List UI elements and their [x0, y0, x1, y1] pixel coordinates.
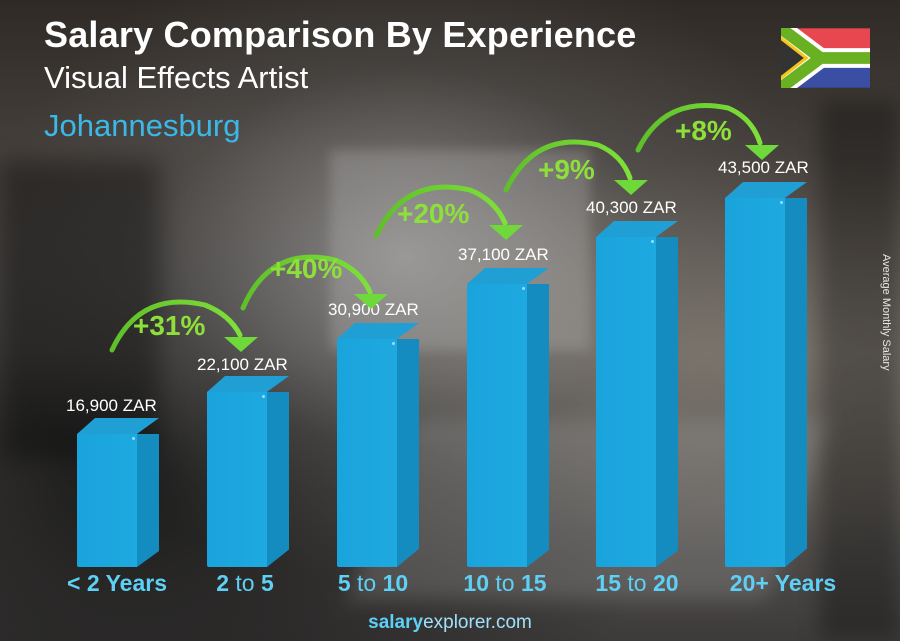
increase-badge: +40%	[270, 253, 343, 284]
value-label: 37,100 ZAR	[458, 245, 549, 264]
x-label-5-to-10: 5 to 10	[337, 570, 409, 596]
increase-badge: +9%	[538, 154, 595, 185]
x-label-20-plus-years: 20+ Years	[729, 570, 837, 596]
site-footer-link[interactable]: salaryexplorer.com	[0, 612, 900, 634]
increase-badge: +31%	[133, 310, 206, 341]
y-axis-label: Average Monthly Salary	[880, 254, 892, 371]
south-africa-flag-icon	[781, 28, 870, 88]
bar-10-to-15	[467, 268, 549, 567]
x-label-2-to-5: 2 to 5	[216, 570, 274, 596]
value-label: 40,300 ZAR	[586, 198, 677, 217]
increase-badge: +8%	[675, 115, 732, 146]
value-label: 43,500 ZAR	[718, 158, 809, 177]
bar-15-to-20	[596, 221, 678, 567]
brand-rest: explorer.com	[423, 612, 532, 633]
location-label: Johannesburg	[44, 108, 241, 143]
x-label-15-to-20: 15 to 20	[595, 570, 679, 596]
bar-5-to-10	[337, 323, 419, 567]
chart-title: Salary Comparison By Experience	[44, 14, 637, 55]
bar-under-2-years	[77, 418, 159, 567]
value-label: 16,900 ZAR	[66, 396, 157, 415]
value-label: 22,100 ZAR	[197, 355, 288, 374]
bar-20-plus-years	[725, 182, 807, 567]
x-label-under-2-years: < 2 Years	[67, 570, 167, 596]
bar-2-to-5	[207, 376, 289, 567]
brand-bold: salary	[368, 612, 424, 633]
job-title: Visual Effects Artist	[44, 60, 309, 95]
increase-badge: +20%	[397, 198, 470, 229]
value-label: 30,900 ZAR	[328, 300, 419, 319]
x-label-10-to-15: 10 to 15	[463, 570, 547, 596]
